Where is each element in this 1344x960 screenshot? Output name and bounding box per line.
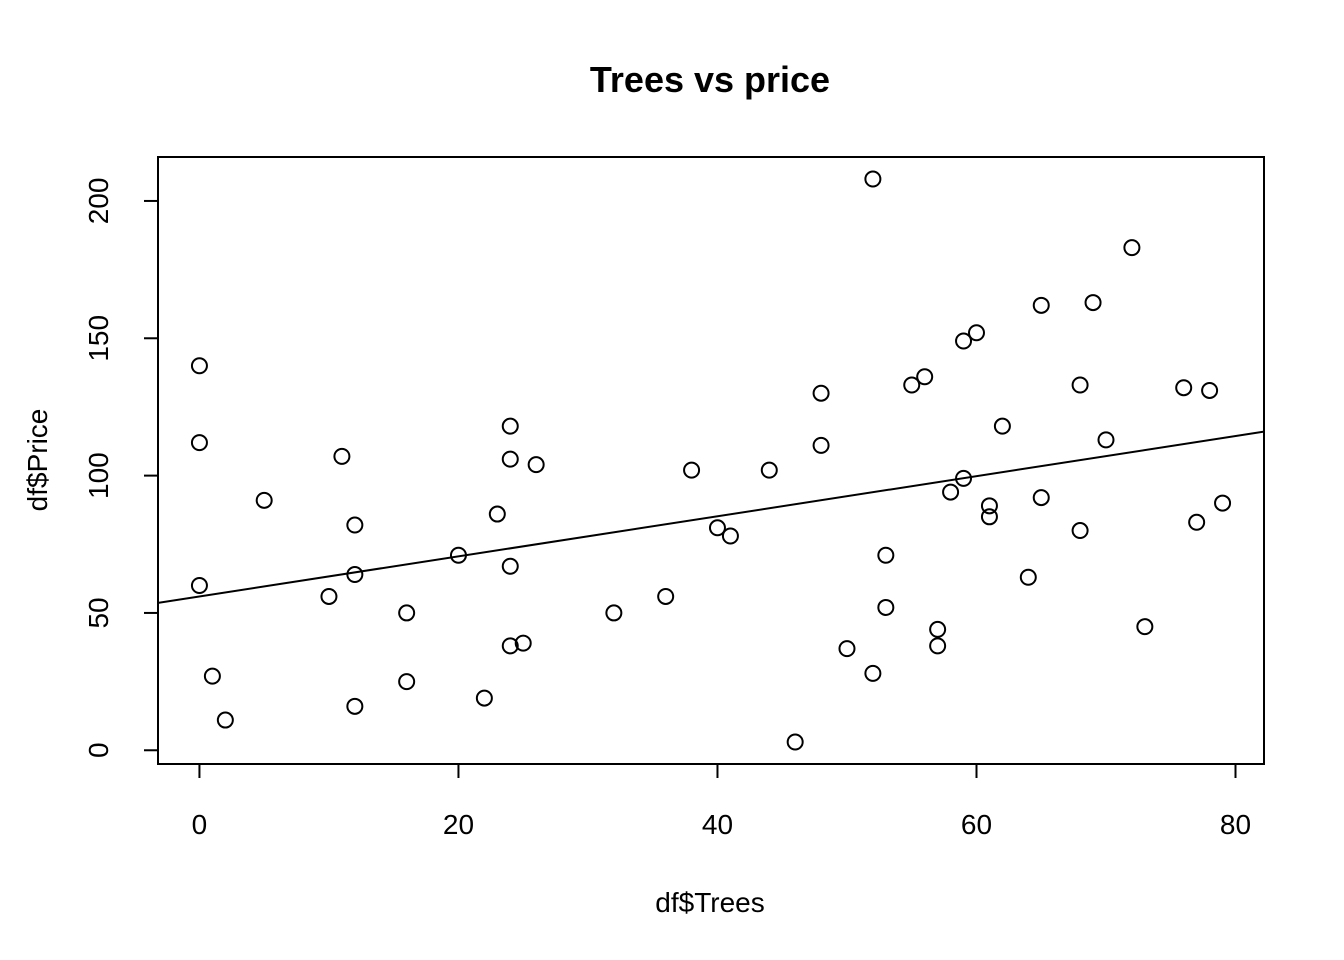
x-tick-label: 40 xyxy=(702,809,733,840)
data-point xyxy=(488,505,506,523)
x-tick-label: 80 xyxy=(1220,809,1251,840)
data-point xyxy=(683,461,701,479)
data-point xyxy=(216,711,234,729)
data-point xyxy=(190,576,208,594)
data-point xyxy=(1201,381,1219,399)
data-point xyxy=(190,434,208,452)
data-point xyxy=(980,497,998,515)
regression-line xyxy=(158,430,1264,604)
data-point xyxy=(346,697,364,715)
data-point xyxy=(760,461,778,479)
data-point xyxy=(877,598,895,616)
data-point xyxy=(708,519,726,537)
data-point xyxy=(955,469,973,487)
x-axis: 0 20 40 60 80 xyxy=(192,763,1251,840)
data-point xyxy=(449,546,467,564)
data-point xyxy=(812,384,830,402)
data-point xyxy=(657,587,675,605)
data-point xyxy=(903,376,921,394)
data-point xyxy=(1214,494,1232,512)
data-point xyxy=(501,417,519,435)
data-point xyxy=(1175,379,1193,397)
data-point xyxy=(864,170,882,188)
data-point xyxy=(1188,513,1206,531)
data-point xyxy=(864,664,882,682)
data-point xyxy=(501,450,519,468)
x-tick-label: 0 xyxy=(192,809,208,840)
data-point xyxy=(812,436,830,454)
data-point xyxy=(320,587,338,605)
data-point xyxy=(1071,376,1089,394)
data-point xyxy=(1084,294,1102,312)
data-point xyxy=(1019,568,1037,586)
data-point xyxy=(916,368,934,386)
y-tick-label: 150 xyxy=(83,315,114,362)
data-point xyxy=(501,557,519,575)
data-point xyxy=(527,456,545,474)
data-point xyxy=(346,516,364,534)
data-point xyxy=(929,637,947,655)
y-axis: 0 50 100 150 200 xyxy=(83,178,159,758)
chart-title: Trees vs price xyxy=(590,59,830,100)
data-point xyxy=(967,324,985,342)
data-point xyxy=(1032,489,1050,507)
x-tick-label: 60 xyxy=(961,809,992,840)
data-point xyxy=(1071,522,1089,540)
data-point xyxy=(203,667,221,685)
data-point xyxy=(333,447,351,465)
y-axis-label: df$Price xyxy=(22,409,53,512)
data-point xyxy=(475,689,493,707)
y-tick-label: 100 xyxy=(83,452,114,499)
data-point xyxy=(1097,431,1115,449)
x-tick-label: 20 xyxy=(443,809,474,840)
data-point xyxy=(955,332,973,350)
data-point xyxy=(838,640,856,658)
data-point xyxy=(514,634,532,652)
data-point xyxy=(721,527,739,545)
data-point xyxy=(993,417,1011,435)
data-point xyxy=(929,620,947,638)
data-point xyxy=(1136,618,1154,636)
y-tick-label: 200 xyxy=(83,178,114,225)
data-point xyxy=(346,565,364,583)
y-tick-label: 50 xyxy=(83,597,114,628)
data-point xyxy=(786,733,804,751)
data-point xyxy=(877,546,895,564)
data-point xyxy=(255,491,273,509)
data-point xyxy=(398,673,416,691)
data-point xyxy=(398,604,416,622)
data-point xyxy=(1123,239,1141,257)
data-point xyxy=(605,604,623,622)
data-point xyxy=(1032,296,1050,314)
data-point xyxy=(190,357,208,375)
y-tick-label: 0 xyxy=(83,742,114,758)
data-point xyxy=(501,637,519,655)
plot-frame xyxy=(157,156,1265,765)
data-point xyxy=(942,483,960,501)
data-point xyxy=(980,508,998,526)
x-axis-label: df$Trees xyxy=(655,887,764,918)
plot-area xyxy=(158,170,1264,751)
